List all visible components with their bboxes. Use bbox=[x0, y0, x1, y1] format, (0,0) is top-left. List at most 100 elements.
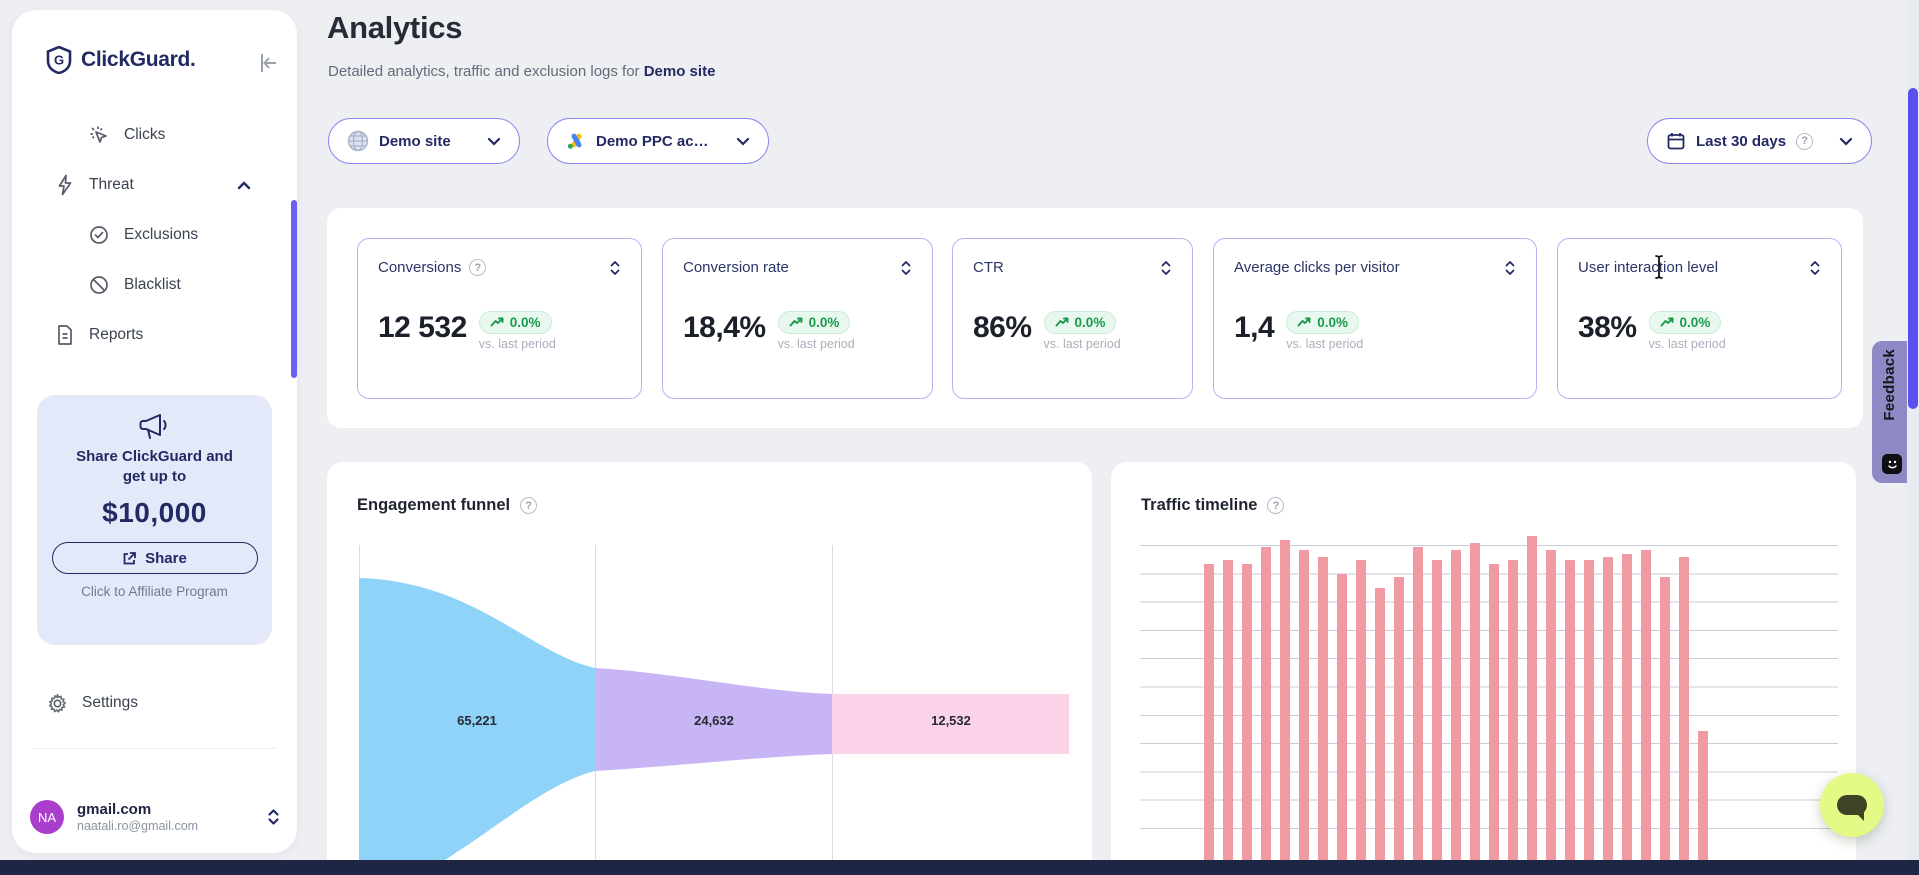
kpi-card-interaction-level: User interaction level 38% 0.0% vs. last… bbox=[1557, 238, 1842, 399]
page-subtitle-text: Detailed analytics, traffic and exclusio… bbox=[328, 63, 644, 80]
divider bbox=[32, 748, 277, 749]
kpi-value: 1,4 bbox=[1234, 311, 1275, 344]
kpi-label: Average clicks per visitor bbox=[1234, 259, 1400, 276]
traffic-bar bbox=[1584, 560, 1594, 875]
ban-icon bbox=[88, 274, 110, 296]
site-selector[interactable]: Demo site bbox=[328, 118, 520, 164]
kpi-change-badge: 0.0% bbox=[1648, 311, 1722, 334]
cursor-click-icon bbox=[88, 124, 110, 146]
date-range-value: Last 30 days bbox=[1696, 132, 1787, 150]
site-selector-value: Demo site bbox=[379, 132, 451, 150]
kpi-card-ctr: CTR 86% 0.0% vs. last period bbox=[952, 238, 1193, 399]
feedback-tab[interactable]: Feedback bbox=[1872, 341, 1912, 483]
sidebar-collapse-icon[interactable] bbox=[255, 50, 281, 76]
traffic-bar bbox=[1280, 540, 1290, 875]
engagement-funnel-chart: 65,221 24,632 12,532 bbox=[359, 545, 1069, 875]
sidebar-item-clicks[interactable]: Clicks bbox=[88, 122, 165, 148]
sidebar-scroll-indicator[interactable] bbox=[291, 200, 297, 378]
chat-bubble-icon bbox=[1837, 795, 1867, 821]
account-switcher[interactable]: NA gmail.com naatali.ro@gmail.com bbox=[30, 791, 280, 843]
kpi-label: User interaction level bbox=[1578, 259, 1719, 276]
sidebar-item-settings[interactable]: Settings bbox=[47, 690, 138, 716]
traffic-bar bbox=[1299, 550, 1309, 875]
chevron-down-icon bbox=[1839, 137, 1853, 146]
page-title: Analytics bbox=[327, 10, 463, 45]
promo-amount: $10,000 bbox=[102, 497, 207, 528]
usersnap-smiley-icon bbox=[1882, 454, 1902, 474]
share-button[interactable]: Share bbox=[51, 542, 258, 574]
chevron-up-icon[interactable] bbox=[237, 180, 251, 190]
sidebar-item-exclusions[interactable]: Exclusions bbox=[88, 222, 198, 248]
chevron-down-icon bbox=[736, 137, 750, 146]
kpi-change-value: 0.0% bbox=[1317, 315, 1348, 330]
traffic-bar bbox=[1546, 550, 1556, 875]
traffic-bar bbox=[1508, 560, 1518, 875]
kpi-label: CTR bbox=[973, 259, 1004, 276]
kpi-change-badge: 0.0% bbox=[1043, 311, 1117, 334]
traffic-bar bbox=[1603, 557, 1613, 875]
lightning-icon bbox=[55, 174, 75, 196]
sort-chevrons-icon[interactable] bbox=[609, 260, 621, 276]
traffic-bar bbox=[1432, 560, 1442, 875]
traffic-title: Traffic timeline bbox=[1141, 496, 1258, 514]
app-logo[interactable]: G ClickGuard. bbox=[46, 46, 196, 74]
sidebar-item-label: Exclusions bbox=[124, 226, 199, 243]
sort-chevrons-icon[interactable] bbox=[1504, 260, 1516, 276]
promo-text-line1: Share ClickGuard and bbox=[76, 448, 233, 465]
sidebar-item-label: Reports bbox=[89, 326, 144, 343]
globe-icon bbox=[347, 130, 369, 152]
traffic-bar bbox=[1660, 577, 1670, 875]
text-cursor bbox=[1652, 254, 1666, 280]
traffic-bar bbox=[1641, 550, 1651, 875]
sidebar-item-label: Threat bbox=[89, 176, 134, 193]
page-scrollbar-thumb[interactable] bbox=[1908, 88, 1918, 409]
help-icon[interactable]: ? bbox=[469, 259, 487, 276]
kpi-change-badge: 0.0% bbox=[1286, 311, 1359, 334]
kpi-value: 18,4% bbox=[683, 311, 766, 344]
traffic-bars bbox=[1185, 533, 1708, 875]
traffic-bar bbox=[1337, 574, 1347, 875]
avatar: NA bbox=[30, 800, 64, 834]
sort-chevrons-icon[interactable] bbox=[900, 260, 912, 276]
date-range-selector[interactable]: Last 30 days ? bbox=[1647, 118, 1872, 164]
kpi-label: Conversion rate bbox=[683, 259, 789, 276]
affiliate-link[interactable]: Click to Affiliate Program bbox=[81, 584, 228, 599]
svg-text:G: G bbox=[54, 53, 64, 68]
kpi-compare-label: vs. last period bbox=[1286, 337, 1364, 351]
kpi-change-badge: 0.0% bbox=[777, 311, 851, 334]
help-icon[interactable]: ? bbox=[1796, 132, 1814, 150]
ppc-account-selector[interactable]: Demo PPC ac… bbox=[547, 118, 769, 164]
document-icon bbox=[55, 324, 75, 346]
kpi-card-conversion-rate: Conversion rate 18,4% 0.0% vs. last peri… bbox=[662, 238, 933, 399]
help-icon[interactable]: ? bbox=[520, 497, 538, 514]
chat-launcher-button[interactable] bbox=[1820, 773, 1884, 837]
sort-chevrons-icon[interactable] bbox=[1160, 260, 1172, 276]
sidebar-item-blacklist[interactable]: Blacklist bbox=[88, 272, 181, 298]
sidebar-item-reports[interactable]: Reports bbox=[55, 322, 143, 348]
help-icon[interactable]: ? bbox=[1267, 497, 1285, 514]
kpi-value: 12 532 bbox=[378, 311, 467, 344]
traffic-bar bbox=[1698, 731, 1708, 875]
sidebar-item-label: Settings bbox=[82, 694, 139, 711]
sort-chevrons-icon[interactable] bbox=[1809, 260, 1821, 276]
traffic-bar bbox=[1375, 588, 1385, 875]
traffic-bar bbox=[1489, 564, 1499, 875]
traffic-bar bbox=[1394, 577, 1404, 875]
ppc-account-value: Demo PPC ac… bbox=[596, 132, 709, 150]
traffic-bar bbox=[1318, 557, 1328, 875]
kpi-container: Conversions ? 12 532 0.0% vs. last perio… bbox=[327, 208, 1863, 428]
select-chevrons-icon bbox=[267, 808, 280, 826]
affiliate-promo-card[interactable]: Share ClickGuard and get up to $10,000 S… bbox=[37, 395, 272, 645]
account-email: naatali.ro@gmail.com bbox=[77, 818, 199, 833]
traffic-bar bbox=[1470, 543, 1480, 875]
kpi-change-value: 0.0% bbox=[509, 315, 541, 330]
traffic-timeline-panel: Traffic timeline ? bbox=[1111, 462, 1856, 875]
funnel-stage-value: 12,532 bbox=[931, 713, 971, 728]
sidebar-item-label: Blacklist bbox=[124, 276, 181, 293]
google-ads-icon bbox=[566, 131, 586, 151]
kpi-change-badge: 0.0% bbox=[478, 311, 552, 334]
kpi-card-conversions: Conversions ? 12 532 0.0% vs. last perio… bbox=[357, 238, 642, 399]
sidebar-item-threat[interactable]: Threat bbox=[55, 172, 265, 198]
page-subtitle: Detailed analytics, traffic and exclusio… bbox=[328, 63, 715, 80]
kpi-card-avg-clicks: Average clicks per visitor 1,4 0.0% vs. … bbox=[1213, 238, 1537, 399]
